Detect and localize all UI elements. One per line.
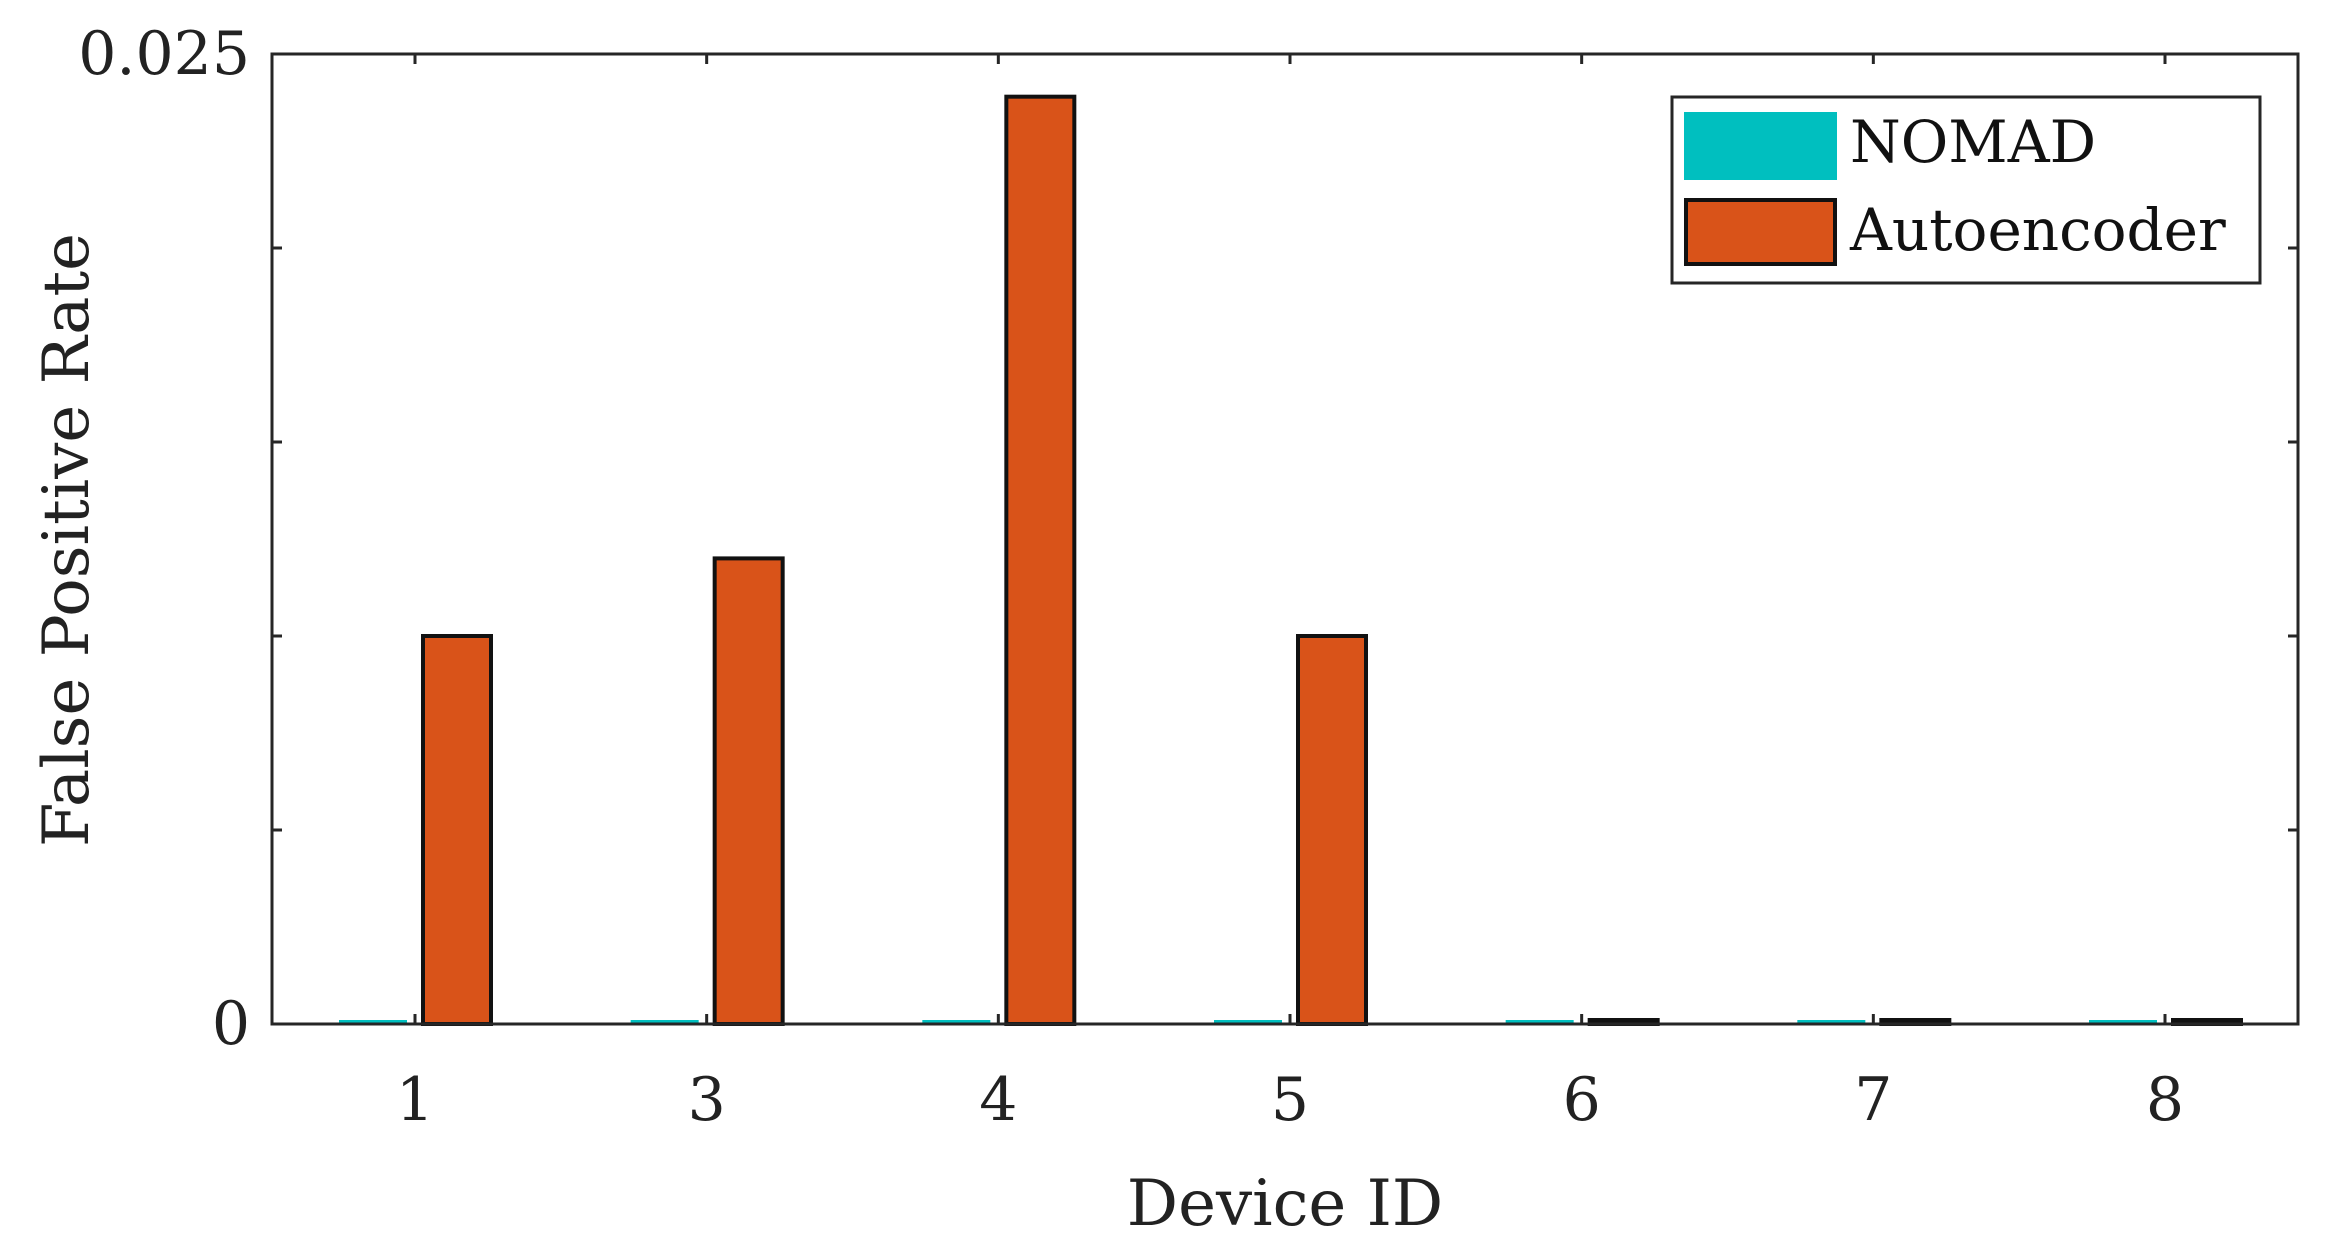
bar-nomad-device-7 [1797, 1020, 1866, 1024]
y-axis-label: False Positive Rate [30, 233, 104, 847]
bar-nomad-device-8 [2089, 1020, 2157, 1024]
x-axis-label: Device ID [1127, 1167, 1443, 1241]
legend-label-nomad: NOMAD [1850, 108, 2096, 176]
bar-nomad-device-6 [1505, 1020, 1574, 1024]
x-tick-label: 5 [1271, 1065, 1309, 1135]
ticks-layer: 1 3 4 5 6 7 8 0 0.025 [78, 19, 2298, 1135]
x-tick-label: 7 [1854, 1065, 1892, 1135]
x-tick-label: 8 [2146, 1065, 2184, 1135]
bar-nomad-device-4 [922, 1020, 991, 1024]
bar-nomad-device-5 [1214, 1020, 1282, 1024]
legend-swatch-nomad [1684, 112, 1837, 180]
legend-label-autoencoder: Autoencoder [1849, 196, 2226, 264]
legend: NOMAD Autoencoder [1670, 95, 2262, 285]
plot-area-frame [270, 52, 2300, 1026]
y-tick-label: 0.025 [78, 19, 250, 89]
bar-nomad-device-3 [630, 1020, 699, 1024]
bar-autoencoder-device-5 [1296, 634, 1368, 1026]
legend-swatch-autoencoder [1684, 198, 1837, 266]
y-tick-label: 0 [212, 989, 250, 1059]
x-tick-label: 1 [396, 1065, 434, 1135]
bar-autoencoder-device-1 [421, 634, 493, 1026]
bar-autoencoder-device-4 [1004, 94, 1077, 1027]
x-tick-label: 3 [688, 1065, 726, 1135]
bar-autoencoder-device-3 [712, 556, 785, 1027]
x-tick-label: 4 [979, 1065, 1017, 1135]
x-tick-label: 6 [1563, 1065, 1601, 1135]
bar-nomad-device-1 [339, 1020, 407, 1024]
